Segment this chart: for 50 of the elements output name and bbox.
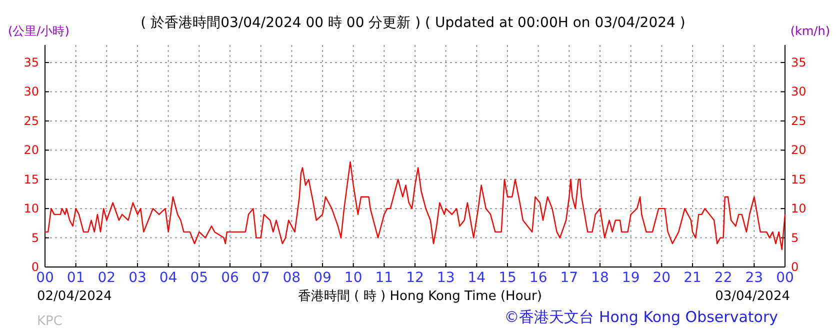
y2-tick-label: 15 xyxy=(791,172,806,186)
x-tick-label: 13 xyxy=(436,270,455,286)
x-tick-label: 04 xyxy=(159,270,178,286)
y-tick-label: 20 xyxy=(24,143,39,158)
y2-tick-label: 5 xyxy=(791,230,799,245)
y-tick-label: 5 xyxy=(31,230,39,245)
x-tick-label: 00 xyxy=(776,270,794,286)
y-tick-label: 10 xyxy=(24,202,39,216)
x-tick-label: 02 xyxy=(98,270,116,286)
y2-axis-title: (km/h) xyxy=(790,24,830,38)
x-tick-label: 23 xyxy=(745,270,764,286)
chart-title: ( 於香港時間03/04/2024 00 時 00 分更新 ) ( Updated at 00:00H on 03/04/2024 ) xyxy=(140,15,686,31)
y2-tick-label: 10 xyxy=(791,202,806,216)
x-tick-label: 21 xyxy=(684,270,702,286)
x-tick-label: 09 xyxy=(314,270,332,286)
text: 02/04/2024 xyxy=(37,289,112,304)
text: 03/04/2024 xyxy=(715,289,790,304)
x-tick-label: 11 xyxy=(375,270,394,286)
y-tick-label: 25 xyxy=(24,114,39,128)
x-tick-label: 18 xyxy=(591,270,609,286)
x-tick-label: 16 xyxy=(529,270,548,286)
x-tick-label: 14 xyxy=(468,270,486,286)
x-tick-label: 20 xyxy=(652,270,671,286)
x-tick-label: 10 xyxy=(344,270,362,286)
x-tick-label: 17 xyxy=(560,270,578,286)
x-axis-title: 香港時間 ( 時 ) Hong Kong Time (Hour) xyxy=(298,289,542,304)
y2-tick-label: 0 xyxy=(791,260,799,274)
y-tick-label: 30 xyxy=(24,84,39,99)
x-tick-label: 22 xyxy=(714,270,732,286)
text: ©香港天文台 Hong Kong Observatory xyxy=(504,308,778,326)
y-tick-label: 15 xyxy=(24,172,39,186)
y2-tick-label: 30 xyxy=(791,84,806,99)
x-tick-label: 03 xyxy=(128,270,146,286)
x-tick-label: 05 xyxy=(190,270,208,286)
line-series xyxy=(44,161,786,250)
y-axis-title: (公里/小時) xyxy=(8,24,70,38)
x-tick-label: 06 xyxy=(221,270,239,286)
x-tick-label: 07 xyxy=(252,270,270,286)
text: KPC xyxy=(37,314,62,329)
y2-tick-label: 25 xyxy=(791,114,806,128)
x-tick-label: 00 xyxy=(36,270,54,286)
y-tick-label: 0 xyxy=(31,260,39,274)
y-tick-label: 35 xyxy=(24,56,39,70)
x-tick-label: 12 xyxy=(406,270,424,286)
y2-tick-label: 35 xyxy=(791,56,806,70)
x-tick-label: 01 xyxy=(66,270,85,286)
x-tick-label: 19 xyxy=(622,270,640,286)
x-tick-label: 08 xyxy=(282,270,301,286)
x-tick-label: 15 xyxy=(498,270,516,286)
y2-tick-label: 20 xyxy=(791,143,806,158)
